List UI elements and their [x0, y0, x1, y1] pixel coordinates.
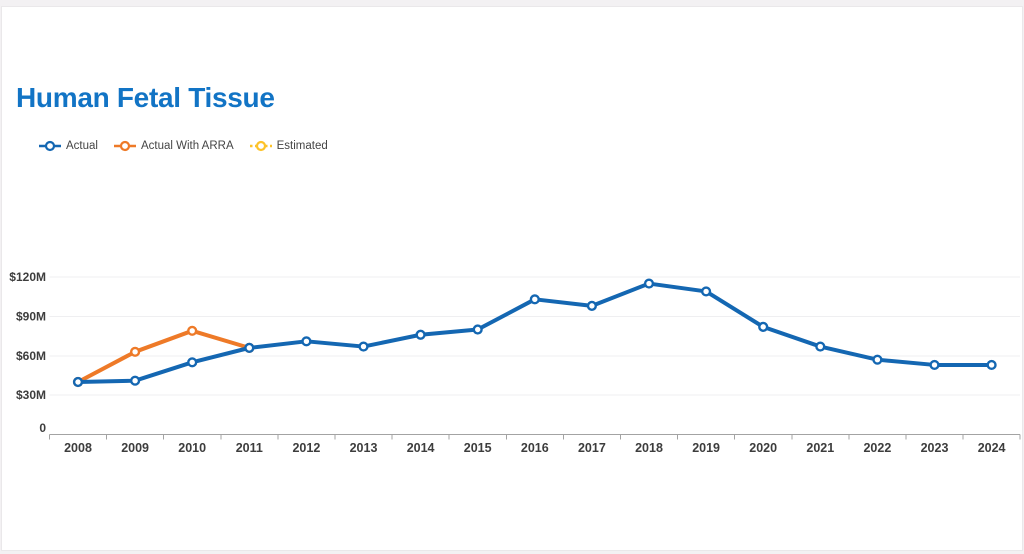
data-point-marker[interactable] [643, 278, 655, 289]
legend: Actual Actual With ARRA Estimated [38, 140, 328, 152]
x-axis-tick-label: 2013 [350, 441, 378, 455]
legend-item-actual[interactable]: Actual [38, 140, 98, 152]
data-point-marker[interactable] [301, 336, 312, 347]
x-axis-tick-label: 2014 [407, 441, 435, 455]
data-point-marker[interactable] [872, 354, 883, 365]
x-axis-tick-label: 2012 [292, 441, 320, 455]
x-axis-tick-label: 2009 [121, 441, 149, 455]
data-point-marker[interactable] [244, 342, 255, 353]
data-point-marker[interactable] [358, 341, 369, 352]
dashed-line-marker-icon [249, 140, 272, 152]
data-point-marker[interactable] [758, 321, 769, 332]
data-point-marker[interactable] [130, 346, 141, 357]
data-point-marker[interactable] [529, 294, 540, 305]
legend-label: Actual With ARRA [140, 140, 234, 152]
data-point-marker[interactable] [415, 329, 426, 340]
data-point-marker[interactable] [586, 300, 598, 311]
y-axis-tick-label: $30M [16, 388, 46, 402]
legend-label: Estimated [276, 140, 328, 152]
x-axis-tick-label: 2011 [236, 441, 263, 455]
data-point-marker[interactable] [929, 359, 940, 371]
y-axis-tick-label: $120M [9, 270, 46, 284]
page-background [1, 6, 1023, 551]
x-axis-tick-label: 2008 [64, 441, 92, 455]
x-axis-tick-label: 2016 [521, 441, 549, 455]
legend-item-estimated[interactable]: Estimated [249, 140, 328, 152]
line-marker-icon [39, 140, 61, 152]
data-point-marker[interactable] [700, 286, 712, 297]
y-axis-tick-label: $60M [16, 349, 46, 363]
x-axis-tick-label: 2022 [863, 441, 891, 455]
legend-label: Actual [66, 140, 98, 152]
x-axis-tick-label: 2021 [806, 441, 834, 455]
data-point-marker[interactable] [472, 324, 483, 335]
x-axis-tick-label: 2015 [464, 441, 492, 455]
data-point-marker[interactable] [187, 357, 198, 368]
data-point-marker[interactable] [130, 375, 141, 386]
data-point-marker[interactable] [187, 325, 198, 336]
x-axis-tick-label: 2019 [692, 441, 720, 455]
line-marker-icon [113, 140, 136, 152]
x-axis-tick-label: 2018 [635, 441, 663, 455]
data-point-marker[interactable] [815, 341, 826, 352]
data-point-marker[interactable] [72, 376, 84, 388]
x-axis-tick-label: 2023 [921, 441, 949, 455]
data-point-marker[interactable] [986, 359, 997, 371]
x-axis-tick-label: 2024 [978, 441, 1006, 455]
y-axis-tick-label: 0 [39, 421, 46, 435]
legend-item-actual-with-arra[interactable]: Actual With ARRA [113, 140, 234, 152]
chart-title: Human Fetal Tissue [16, 82, 275, 113]
series-line-actual-with-arra [76, 328, 252, 384]
x-axis-tick-label: 2010 [178, 441, 206, 455]
x-axis-tick-label: 2017 [578, 441, 606, 455]
x-axis-tick-label: 2020 [749, 441, 777, 455]
y-axis-tick-label: $90M [16, 309, 46, 323]
